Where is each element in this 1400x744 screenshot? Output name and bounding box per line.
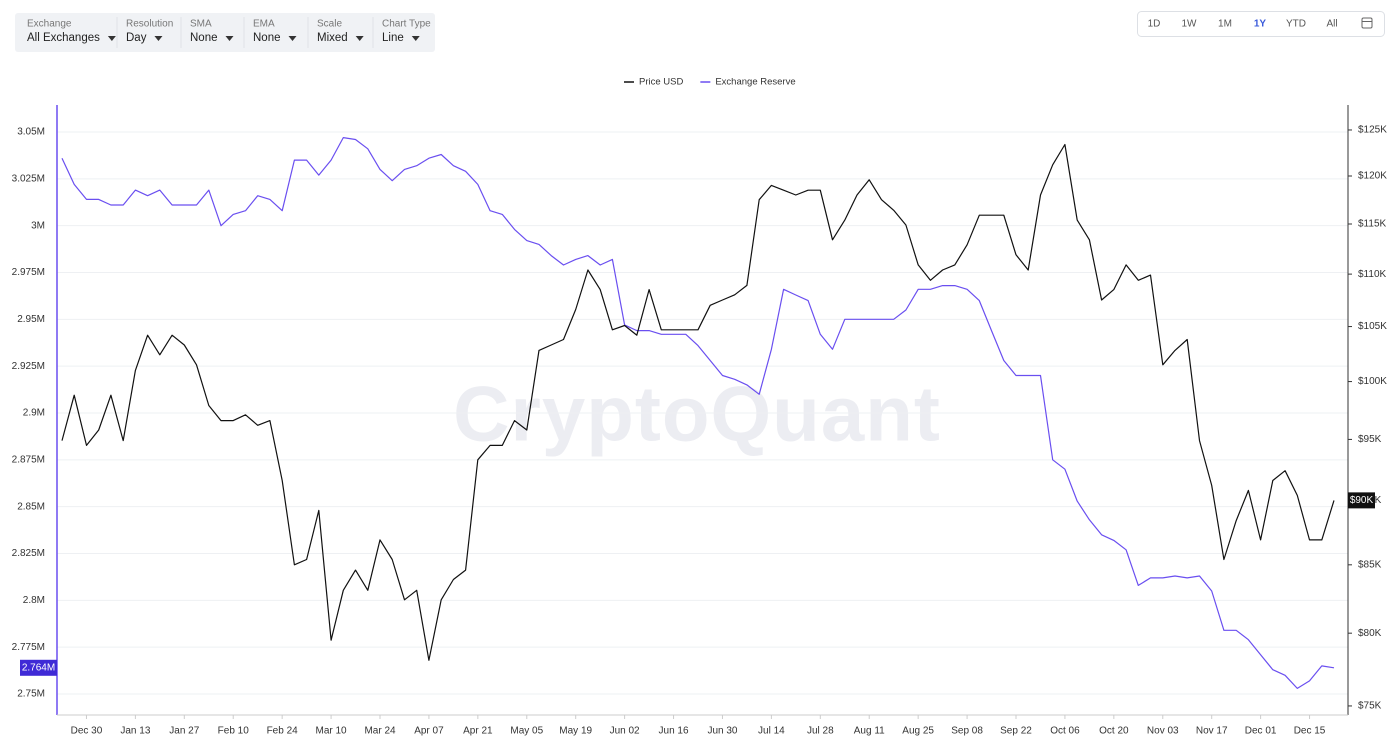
y2-tick-label: $120K (1358, 171, 1387, 182)
current-price-label: $90K (1350, 495, 1374, 506)
x-tick-label: Mar 24 (364, 726, 396, 737)
y-tick-label: 2.975M (12, 267, 45, 278)
range-selector (1137, 11, 1385, 37)
y-tick-label: 2.95M (17, 314, 45, 325)
x-tick-label: Feb 10 (218, 726, 250, 737)
series-line (61, 137, 1335, 689)
filter-label[interactable]: EMA (253, 19, 275, 30)
x-tick-label: Apr 07 (414, 726, 444, 737)
series-line (61, 143, 1335, 661)
x-tick-label: Jul 28 (807, 726, 834, 737)
y-tick-label: 2.9M (23, 408, 45, 419)
x-tick-label: Feb 24 (267, 726, 299, 737)
x-tick-label: Apr 21 (463, 726, 493, 737)
range-button[interactable]: 1D (1148, 19, 1161, 30)
x-tick-label: Aug 25 (902, 726, 934, 737)
dropdown-chevron[interactable] (288, 36, 297, 41)
x-tick-label: Nov 17 (1196, 726, 1228, 737)
x-tick-label: Oct 20 (1099, 726, 1129, 737)
y2-tick-label: $105K (1358, 321, 1387, 332)
y2-tick-label: $110K (1358, 269, 1387, 280)
y2-tick-label: $115K (1358, 219, 1387, 230)
x-tick-label: Mar 10 (316, 726, 348, 737)
range-button[interactable]: 1Y (1254, 19, 1267, 30)
x-tick-label: Sep 22 (1000, 726, 1032, 737)
filter-value[interactable]: Mixed (317, 32, 348, 44)
x-tick-label: Oct 06 (1050, 726, 1080, 737)
range-button[interactable]: 1W (1182, 19, 1198, 30)
x-tick-label: Sep 08 (951, 726, 983, 737)
legend-label: Exchange Reserve (715, 77, 795, 88)
legend-label: Price USD (639, 77, 683, 88)
filter-value[interactable]: Day (126, 32, 147, 44)
y-tick-label: 2.925M (12, 361, 45, 372)
y-tick-label: 2.825M (12, 548, 45, 559)
dropdown-chevron[interactable] (107, 36, 116, 41)
y-tick-label: 2.875M (12, 454, 45, 465)
x-tick-label: Jan 27 (169, 726, 199, 737)
x-tick-label: May 05 (510, 726, 543, 737)
dropdown-chevron[interactable] (154, 36, 163, 41)
filter-value[interactable]: All Exchanges (27, 32, 100, 44)
dropdown-chevron[interactable] (411, 36, 420, 41)
y2-tick-label: $75K (1358, 701, 1382, 712)
x-tick-label: Dec 15 (1294, 726, 1326, 737)
x-tick-label: Jul 14 (758, 726, 785, 737)
y-tick-label: 2.85M (17, 501, 45, 512)
filter-value[interactable]: None (190, 32, 218, 44)
x-tick-label: Jun 02 (610, 726, 640, 737)
filter-label[interactable]: Chart Type (382, 19, 431, 30)
y2-tick-label: $100K (1358, 376, 1387, 387)
x-tick-label: Dec 01 (1245, 726, 1277, 737)
filter-label[interactable]: Resolution (126, 19, 173, 30)
y-tick-label: 2.775M (12, 642, 45, 653)
y2-tick-label: $125K (1358, 125, 1387, 136)
calendar-icon[interactable] (1361, 17, 1373, 29)
filter-value[interactable]: Line (382, 32, 404, 44)
y-tick-label: 3M (31, 220, 45, 231)
x-tick-label: Dec 30 (71, 726, 103, 737)
y-tick-label: 3.025M (12, 173, 45, 184)
range-button[interactable]: 1M (1218, 19, 1232, 30)
y-tick-label: 2.8M (23, 595, 45, 606)
current-price-marker (1348, 492, 1375, 509)
y2-tick-label: $85K (1358, 559, 1382, 570)
toolbar (15, 13, 435, 52)
y2-tick-label: $95K (1358, 434, 1382, 445)
x-tick-label: Jun 16 (659, 726, 689, 737)
filter-label[interactable]: Scale (317, 19, 342, 30)
range-button[interactable]: YTD (1286, 19, 1306, 30)
y2-tick-label: $80K (1358, 628, 1382, 639)
current-reserve-marker (20, 659, 57, 676)
filter-label[interactable]: SMA (190, 19, 212, 30)
filter-value[interactable]: None (253, 32, 281, 44)
y-tick-label: 3.05M (17, 127, 45, 138)
filter-label[interactable]: Exchange (27, 19, 72, 30)
current-reserve-label: 2.764M (22, 662, 55, 673)
x-tick-label: May 19 (559, 726, 592, 737)
y-tick-label: 2.75M (17, 689, 45, 700)
range-button[interactable]: All (1326, 19, 1337, 30)
x-tick-label: Jun 30 (707, 726, 737, 737)
dropdown-chevron[interactable] (355, 36, 364, 41)
x-tick-label: Nov 03 (1147, 726, 1179, 737)
dropdown-chevron[interactable] (225, 36, 234, 41)
x-tick-label: Aug 11 (854, 726, 885, 737)
x-tick-label: Jan 13 (120, 726, 150, 737)
watermark: CryptoQuant (453, 370, 941, 458)
